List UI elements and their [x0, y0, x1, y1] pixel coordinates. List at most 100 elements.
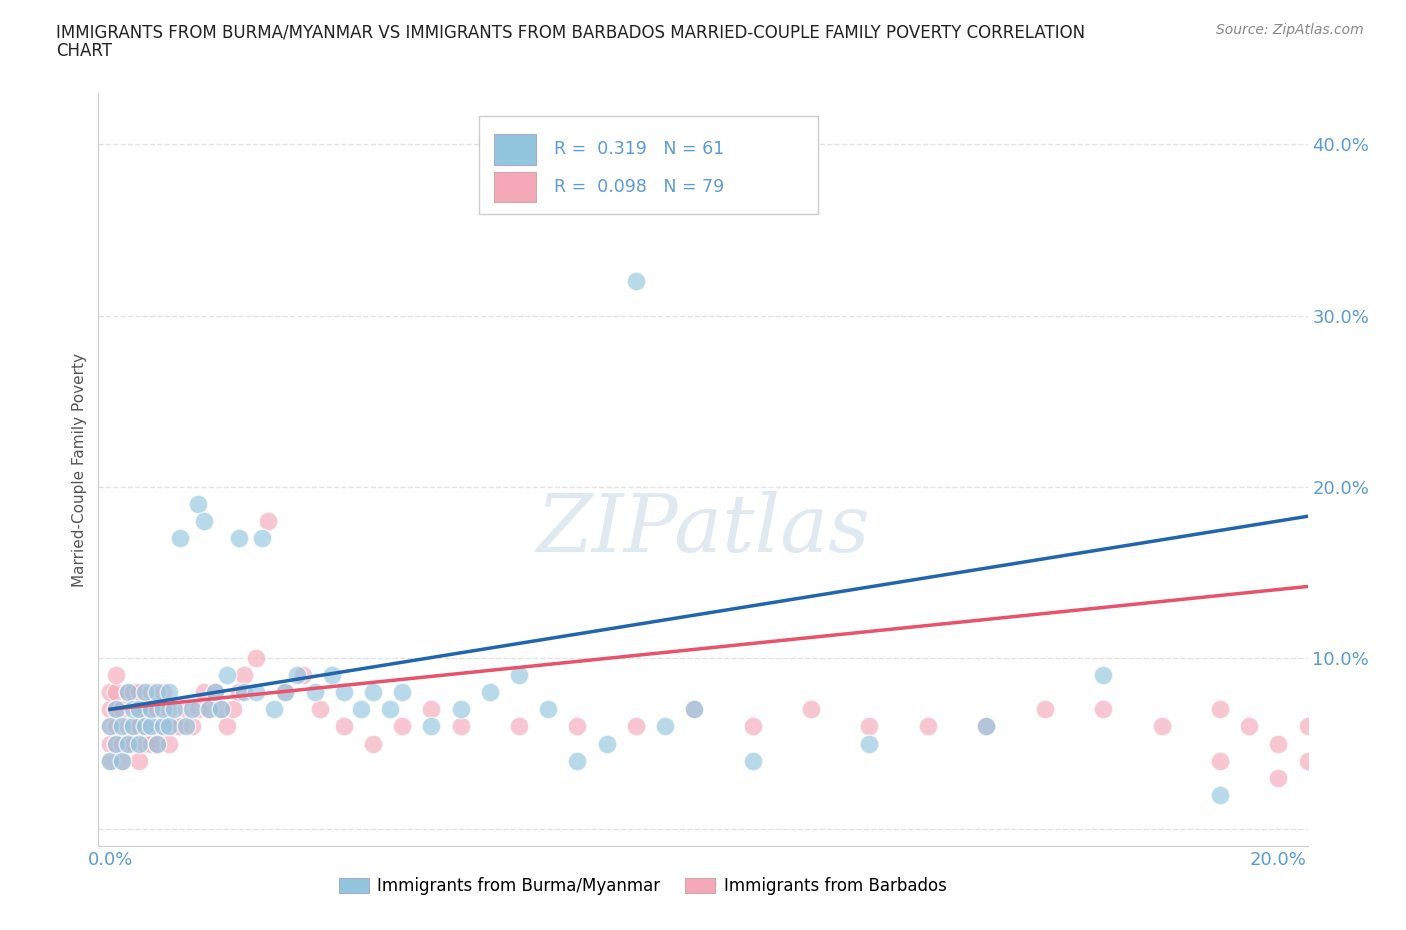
Point — [361, 684, 384, 699]
Point — [209, 702, 232, 717]
Point — [332, 684, 354, 699]
Point — [974, 719, 997, 734]
Point — [134, 684, 156, 699]
Point — [274, 684, 297, 699]
Point — [146, 719, 169, 734]
Point — [146, 737, 169, 751]
Point — [122, 719, 145, 734]
Point — [858, 737, 880, 751]
Point — [1296, 753, 1319, 768]
Text: CHART: CHART — [56, 42, 112, 60]
Point — [134, 702, 156, 717]
Point — [245, 651, 267, 666]
Point — [228, 684, 250, 699]
Point — [122, 719, 145, 734]
Point — [128, 737, 150, 751]
Point — [193, 513, 215, 528]
Point — [245, 684, 267, 699]
Point — [291, 668, 314, 683]
Y-axis label: Married-Couple Family Poverty: Married-Couple Family Poverty — [72, 352, 87, 587]
Point — [104, 684, 127, 699]
Point — [111, 753, 134, 768]
Point — [152, 684, 174, 699]
Point — [104, 719, 127, 734]
Point — [152, 702, 174, 717]
Point — [1267, 770, 1289, 785]
Point — [111, 737, 134, 751]
Point — [128, 702, 150, 717]
Point — [741, 753, 763, 768]
Point — [304, 684, 326, 699]
Point — [567, 753, 589, 768]
Point — [117, 684, 139, 699]
Point — [380, 702, 402, 717]
Point — [146, 684, 169, 699]
Point — [450, 719, 472, 734]
Point — [1237, 719, 1260, 734]
Point — [450, 702, 472, 717]
Point — [117, 737, 139, 751]
Point — [508, 719, 530, 734]
Point — [263, 702, 285, 717]
Point — [163, 702, 186, 717]
Point — [250, 531, 273, 546]
Point — [117, 684, 139, 699]
Point — [350, 702, 373, 717]
Point — [321, 668, 343, 683]
Point — [361, 737, 384, 751]
Point — [98, 753, 121, 768]
Point — [104, 702, 127, 717]
Point — [683, 702, 706, 717]
Text: ZIPatlas: ZIPatlas — [536, 491, 870, 568]
Point — [139, 702, 162, 717]
Point — [104, 737, 127, 751]
Point — [163, 719, 186, 734]
Point — [111, 702, 134, 717]
Point — [654, 719, 676, 734]
Point — [215, 719, 238, 734]
Point — [204, 684, 226, 699]
Point — [193, 684, 215, 699]
Point — [1267, 737, 1289, 751]
Point — [1209, 702, 1232, 717]
Point — [1033, 702, 1056, 717]
Point — [274, 684, 297, 699]
Point — [98, 753, 121, 768]
Point — [198, 702, 221, 717]
Point — [180, 719, 202, 734]
Point — [1150, 719, 1173, 734]
Point — [98, 737, 121, 751]
Point — [128, 753, 150, 768]
Text: Source: ZipAtlas.com: Source: ZipAtlas.com — [1216, 23, 1364, 37]
Point — [122, 737, 145, 751]
Point — [152, 719, 174, 734]
Point — [285, 668, 308, 683]
Point — [391, 719, 413, 734]
Point — [174, 702, 197, 717]
Point — [595, 737, 617, 751]
Point — [122, 684, 145, 699]
Point — [134, 719, 156, 734]
Point — [139, 702, 162, 717]
Point — [741, 719, 763, 734]
Point — [683, 702, 706, 717]
Point — [187, 702, 209, 717]
Text: IMMIGRANTS FROM BURMA/MYANMAR VS IMMIGRANTS FROM BARBADOS MARRIED-COUPLE FAMILY : IMMIGRANTS FROM BURMA/MYANMAR VS IMMIGRA… — [56, 23, 1085, 41]
Point — [117, 737, 139, 751]
Point — [624, 719, 647, 734]
Point — [128, 684, 150, 699]
Text: R =  0.098   N = 79: R = 0.098 N = 79 — [554, 179, 724, 196]
Point — [98, 684, 121, 699]
FancyBboxPatch shape — [494, 172, 536, 202]
Point — [146, 702, 169, 717]
Point — [104, 668, 127, 683]
Point — [233, 684, 256, 699]
Point — [98, 719, 121, 734]
Point — [222, 702, 245, 717]
Point — [128, 719, 150, 734]
Point — [174, 719, 197, 734]
Point — [98, 719, 121, 734]
Point — [117, 719, 139, 734]
FancyBboxPatch shape — [479, 115, 818, 214]
Point — [98, 702, 121, 717]
